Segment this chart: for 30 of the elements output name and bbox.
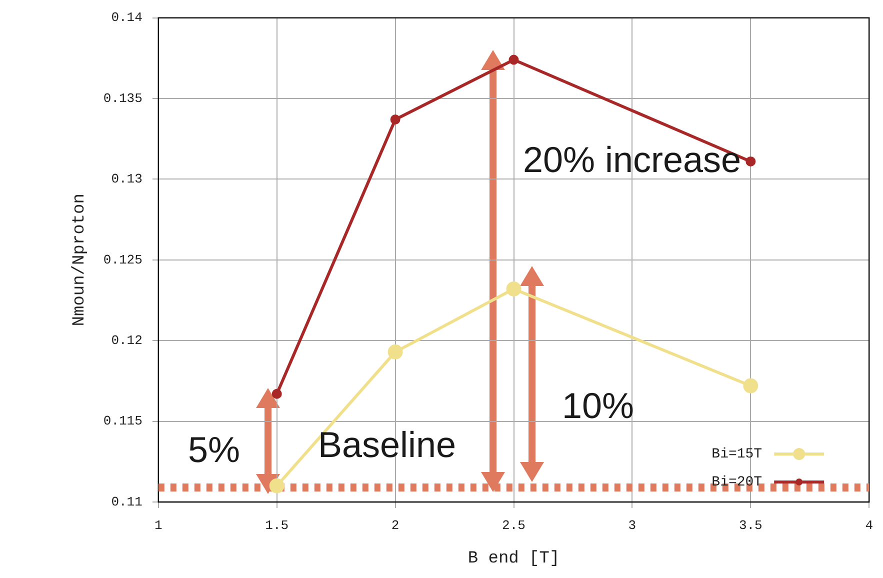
x-tick-label: 2 — [391, 518, 400, 534]
x-tick-label: 4 — [865, 518, 874, 534]
y-tick-label: 0.12 — [111, 333, 142, 348]
point — [272, 388, 282, 399]
point — [390, 114, 400, 124]
legend-label: Bi=15T — [712, 446, 762, 463]
annotation: 10% — [562, 384, 634, 426]
y-axis-title: Nmoun/Nproton — [70, 194, 90, 326]
annotation: Baseline — [318, 424, 456, 465]
point — [388, 344, 403, 360]
x-tick-label: 3 — [628, 518, 636, 534]
y-tick-label: 0.115 — [103, 414, 142, 429]
point — [269, 478, 284, 494]
legend-label: Bi=20T — [712, 474, 762, 491]
y-tick-label: 0.13 — [111, 172, 142, 187]
annotation: 5% — [188, 428, 240, 470]
x-tick-label: 1 — [154, 518, 162, 534]
point — [508, 54, 519, 65]
point — [743, 378, 758, 394]
y-tick-label: 0.11 — [111, 494, 143, 510]
y-tick-label: 0.125 — [103, 252, 142, 268]
x-tick-label: 1.5 — [265, 518, 289, 534]
x-axis-title: B end [T] — [468, 549, 560, 568]
x-tick-label: 3.5 — [738, 518, 762, 534]
y-tick-label: 0.135 — [103, 90, 142, 106]
point — [746, 156, 756, 166]
point — [506, 281, 522, 296]
y-tick-label: 0.14 — [111, 10, 143, 26]
annotation: 20% increase — [522, 138, 742, 180]
x-tick-label: 2.5 — [502, 518, 526, 534]
